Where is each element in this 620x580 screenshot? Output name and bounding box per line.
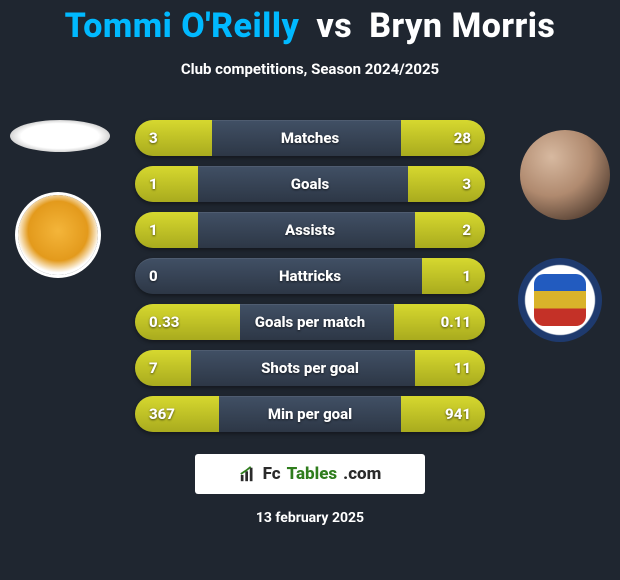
brand-suffix: .com: [343, 464, 381, 484]
stat-row-goals: 1 Goals 3: [135, 166, 485, 202]
player1-name: Tommi O'Reilly: [65, 6, 300, 46]
player1-club-badge: [18, 195, 98, 275]
player1-avatar: [10, 120, 110, 152]
brand-part2: Tables: [287, 464, 337, 484]
stat-value-right: 0.11: [441, 304, 471, 340]
subtitle: Club competitions, Season 2024/2025: [0, 60, 620, 78]
stat-row-matches: 3 Matches 28: [135, 120, 485, 156]
stat-row-goals-per-match: 0.33 Goals per match 0.11: [135, 304, 485, 340]
stats-table: 3 Matches 28 1 Goals 3 1 Assists 2 0 Hat…: [135, 120, 485, 442]
stat-value-right: 2: [462, 212, 471, 248]
chart-icon: [239, 465, 257, 483]
player2-avatar: [520, 130, 610, 220]
player2-name: Bryn Morris: [369, 6, 555, 46]
stat-row-min-per-goal: 367 Min per goal 941: [135, 396, 485, 432]
stat-label: Min per goal: [135, 396, 485, 432]
brand-part1: Fc: [263, 464, 281, 484]
stat-value-right: 28: [454, 120, 471, 156]
stat-row-assists: 1 Assists 2: [135, 212, 485, 248]
fctables-brand-link[interactable]: Fc Tables .com: [195, 454, 425, 494]
player2-club-badge: [518, 258, 602, 342]
stat-value-right: 11: [454, 350, 471, 386]
stat-label: Hattricks: [135, 258, 485, 294]
stat-label: Assists: [135, 212, 485, 248]
stat-label: Shots per goal: [135, 350, 485, 386]
stat-label: Matches: [135, 120, 485, 156]
stat-value-right: 1: [462, 258, 471, 294]
vs-label: vs: [308, 6, 360, 46]
stat-row-hattricks: 0 Hattricks 1: [135, 258, 485, 294]
stat-row-shots-per-goal: 7 Shots per goal 11: [135, 350, 485, 386]
snapshot-date: 13 february 2025: [0, 510, 620, 526]
stat-value-right: 3: [462, 166, 471, 202]
comparison-title: Tommi O'Reilly vs Bryn Morris: [0, 0, 620, 46]
stat-label: Goals per match: [135, 304, 485, 340]
stat-value-right: 941: [445, 396, 471, 432]
stat-label: Goals: [135, 166, 485, 202]
